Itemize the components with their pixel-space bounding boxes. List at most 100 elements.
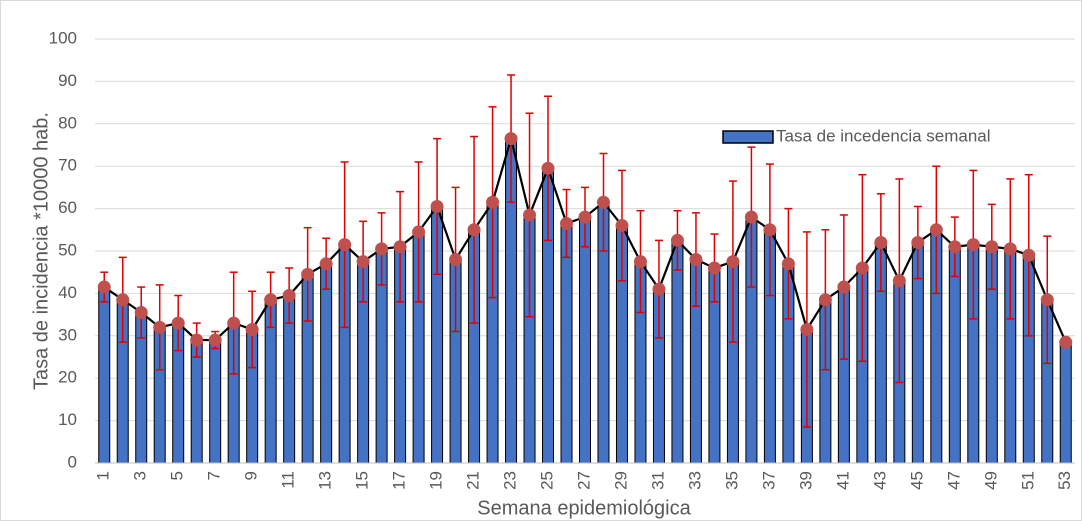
x-tick-label: 33 (685, 471, 704, 490)
marker (264, 293, 278, 307)
marker (227, 316, 241, 330)
marker (208, 333, 222, 347)
x-tick-label: 3 (131, 471, 150, 480)
bar (190, 339, 203, 464)
marker (615, 219, 629, 233)
y-tick-label: 100 (49, 28, 77, 47)
marker (393, 240, 407, 254)
x-tick-label: 17 (390, 471, 409, 490)
y-tick-label: 40 (58, 283, 77, 302)
x-tick-label: 49 (981, 471, 1000, 490)
marker (560, 216, 574, 230)
bar (209, 339, 222, 464)
legend-label: Tasa de incedencia semanal (776, 126, 991, 145)
marker (855, 261, 869, 275)
marker (467, 223, 481, 237)
marker (744, 210, 758, 224)
bar (579, 216, 591, 464)
bar (320, 263, 333, 464)
marker (818, 293, 832, 307)
marker (1040, 293, 1054, 307)
y-tick-label: 50 (58, 240, 77, 259)
marker (430, 199, 444, 213)
x-tick-label: 29 (611, 471, 630, 490)
x-tick-label: 41 (833, 471, 852, 490)
marker (985, 240, 999, 254)
x-tick-label: 19 (427, 471, 446, 490)
marker (504, 132, 518, 146)
marker (153, 320, 167, 334)
x-tick-label: 13 (316, 471, 335, 490)
x-tick-label: 39 (796, 471, 815, 490)
marker (190, 333, 204, 347)
x-tick-label: 47 (944, 471, 963, 490)
x-tick-label: 11 (279, 471, 298, 489)
x-tick-label: 27 (574, 471, 593, 490)
marker (763, 223, 777, 237)
marker (874, 236, 888, 250)
y-tick-label: 0 (68, 452, 77, 471)
marker (541, 161, 555, 175)
marker (375, 242, 389, 256)
marker (966, 238, 980, 252)
marker (707, 261, 721, 275)
legend-swatch (722, 130, 774, 144)
y-tick-label: 10 (58, 410, 77, 429)
y-tick-label: 30 (58, 325, 77, 344)
marker (319, 257, 333, 271)
marker (892, 274, 906, 288)
x-tick-label: 9 (242, 471, 261, 480)
x-tick-label: 53 (1055, 471, 1074, 490)
x-tick-label: 35 (722, 471, 741, 490)
y-tick-label: 60 (58, 198, 77, 217)
y-tick-label: 70 (58, 156, 77, 175)
marker (911, 236, 925, 250)
marker (652, 282, 666, 296)
marker (1059, 335, 1073, 349)
bar (948, 246, 961, 464)
bar (671, 239, 684, 464)
marker (1022, 248, 1036, 262)
marker (689, 252, 703, 266)
x-tick-label: 45 (907, 471, 926, 490)
marker (726, 255, 740, 269)
marker (800, 322, 814, 336)
marker (929, 223, 943, 237)
x-tick-label: 1 (94, 471, 113, 480)
x-tick-label: 7 (205, 471, 224, 480)
marker (670, 233, 684, 247)
marker (356, 255, 370, 269)
marker (486, 195, 500, 209)
x-tick-label: 31 (648, 471, 667, 490)
marker (282, 289, 296, 303)
marker (245, 322, 259, 336)
marker (948, 240, 962, 254)
x-tick-label: 21 (464, 471, 483, 490)
marker (523, 208, 537, 222)
bar (98, 286, 111, 464)
marker (116, 293, 130, 307)
x-tick-label: 43 (870, 471, 889, 490)
marker (301, 267, 315, 281)
marker (97, 280, 111, 294)
y-tick-label: 20 (58, 368, 77, 387)
x-tick-label: 15 (353, 471, 372, 490)
x-tick-label: 51 (1018, 471, 1037, 490)
marker (171, 316, 185, 330)
marker (1003, 242, 1017, 256)
marker (449, 252, 463, 266)
marker (338, 238, 352, 252)
y-tick-label: 90 (58, 71, 77, 90)
marker (781, 257, 795, 271)
x-tick-label: 37 (759, 471, 778, 490)
x-tick-label: 25 (538, 471, 557, 490)
marker (633, 255, 647, 269)
marker (134, 305, 148, 319)
y-axis-title: Tasa de incidencia *10000 hab. (30, 112, 52, 390)
marker (412, 225, 426, 239)
x-tick-label: 5 (168, 471, 187, 480)
marker (837, 280, 851, 294)
marker (578, 210, 592, 224)
x-axis-title: Semana epidemiológica (477, 497, 691, 519)
